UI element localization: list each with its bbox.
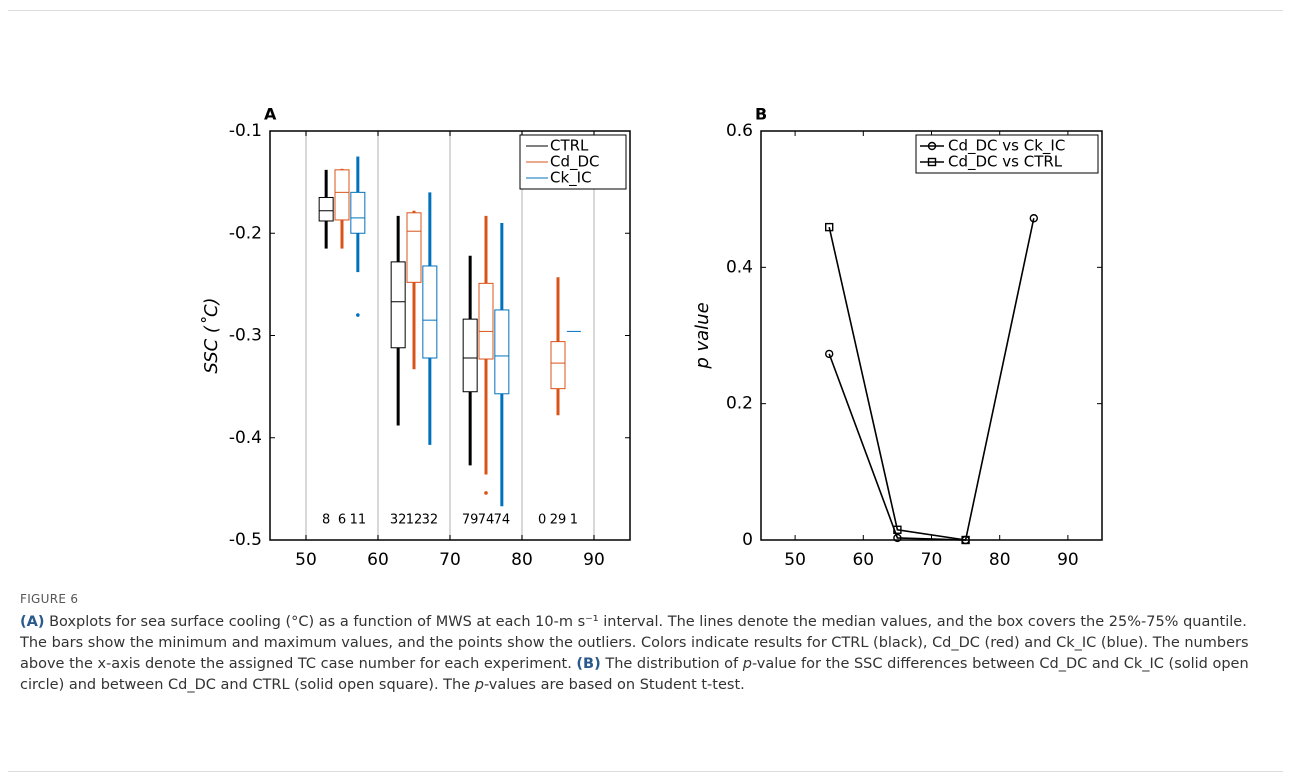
- caption-run: (A): [20, 614, 45, 630]
- legend-label: Ck_IC: [550, 169, 592, 188]
- marker: [893, 525, 902, 534]
- x-axis-label: Maximum Wind Speed (m s⁻¹): [315, 579, 586, 580]
- x-axis-label: Maximum Wind Speed (m s⁻¹): [796, 579, 1067, 580]
- legend-marker: [927, 141, 937, 151]
- case-count: 11: [350, 513, 367, 528]
- caption-run: (B): [576, 656, 601, 672]
- case-count: 74: [478, 513, 495, 528]
- box: [550, 341, 566, 390]
- x-tick-label: 90: [583, 550, 605, 570]
- axes-box: [760, 130, 1103, 541]
- x-tick-label: 50: [784, 550, 806, 570]
- box: [334, 169, 350, 221]
- marker: [893, 533, 902, 543]
- outlier: [484, 491, 488, 495]
- x-tick-label: 70: [921, 550, 943, 570]
- y-axis-label: SSC (˚C): [201, 297, 222, 373]
- y-tick-label: -0.4: [229, 428, 262, 448]
- series-line: [828, 218, 1035, 541]
- y-tick-label: 0.4: [726, 257, 753, 277]
- case-count: 8: [322, 513, 330, 528]
- frame: [8, 10, 1283, 772]
- y-tick-label: -0.2: [229, 223, 262, 243]
- figure-label: FIGURE 6: [20, 592, 79, 606]
- case-count: 0: [538, 513, 546, 528]
- case-count: 32: [390, 513, 407, 528]
- marker: [825, 349, 834, 359]
- box: [350, 191, 366, 234]
- legend-marker: [927, 157, 937, 167]
- caption-run: The distribution of: [600, 656, 743, 672]
- y-tick-label: -0.3: [229, 326, 262, 346]
- caption-run: -value for the SSC differences between C…: [20, 656, 1249, 693]
- caption-text: (A) Boxplots for sea surface cooling (°C…: [20, 612, 1275, 696]
- legend-label: Cd_DC vs CTRL: [948, 153, 1063, 172]
- caption-run: p: [474, 677, 484, 693]
- x-tick-label: 60: [852, 550, 874, 570]
- case-count: 12: [406, 513, 423, 528]
- box: [422, 265, 438, 359]
- caption: FIGURE 6 (A) Boxplots for sea surface co…: [20, 592, 1275, 696]
- panel-label: A: [264, 105, 277, 124]
- case-count: 1: [570, 513, 578, 528]
- outlier: [356, 313, 360, 317]
- case-count: 74: [494, 513, 511, 528]
- x-tick-label: 80: [989, 550, 1011, 570]
- box: [406, 212, 422, 283]
- y-tick-label: 0.2: [726, 394, 753, 414]
- case-count: 6: [338, 513, 346, 528]
- box: [478, 282, 494, 360]
- legend-label: Cd_DC: [550, 153, 600, 172]
- caption-run: -values are based on Student t-test.: [483, 677, 745, 693]
- box: [494, 309, 510, 395]
- panel-label: B: [755, 105, 767, 124]
- box: [318, 196, 334, 222]
- y-tick-label: -0.1: [229, 121, 262, 141]
- y-tick-label: 0.6: [726, 121, 753, 141]
- x-tick-label: 90: [1057, 550, 1079, 570]
- caption-run: Boxplots for sea surface cooling (°C) as…: [20, 614, 1249, 672]
- case-count: 29: [550, 513, 567, 528]
- marker: [825, 222, 834, 232]
- legend-label: CTRL: [550, 137, 589, 155]
- marker: [1029, 214, 1039, 223]
- legend-box: [915, 134, 1099, 174]
- box: [462, 318, 478, 393]
- case-count: 79: [462, 513, 479, 528]
- legend-label: Cd_DC vs Ck_IC: [948, 137, 1065, 156]
- series-line: [828, 226, 966, 541]
- x-tick-label: 80: [511, 550, 533, 570]
- x-tick-label: 70: [439, 550, 461, 570]
- case-count: 32: [422, 513, 439, 528]
- y-tick-label: -0.5: [229, 530, 262, 550]
- axes-box: [269, 130, 631, 541]
- box: [390, 261, 406, 349]
- y-axis-label: p value: [692, 302, 713, 369]
- y-tick-label: 0: [742, 530, 753, 550]
- x-tick-label: 50: [295, 550, 317, 570]
- x-tick-label: 60: [367, 550, 389, 570]
- caption-run: p: [742, 656, 752, 672]
